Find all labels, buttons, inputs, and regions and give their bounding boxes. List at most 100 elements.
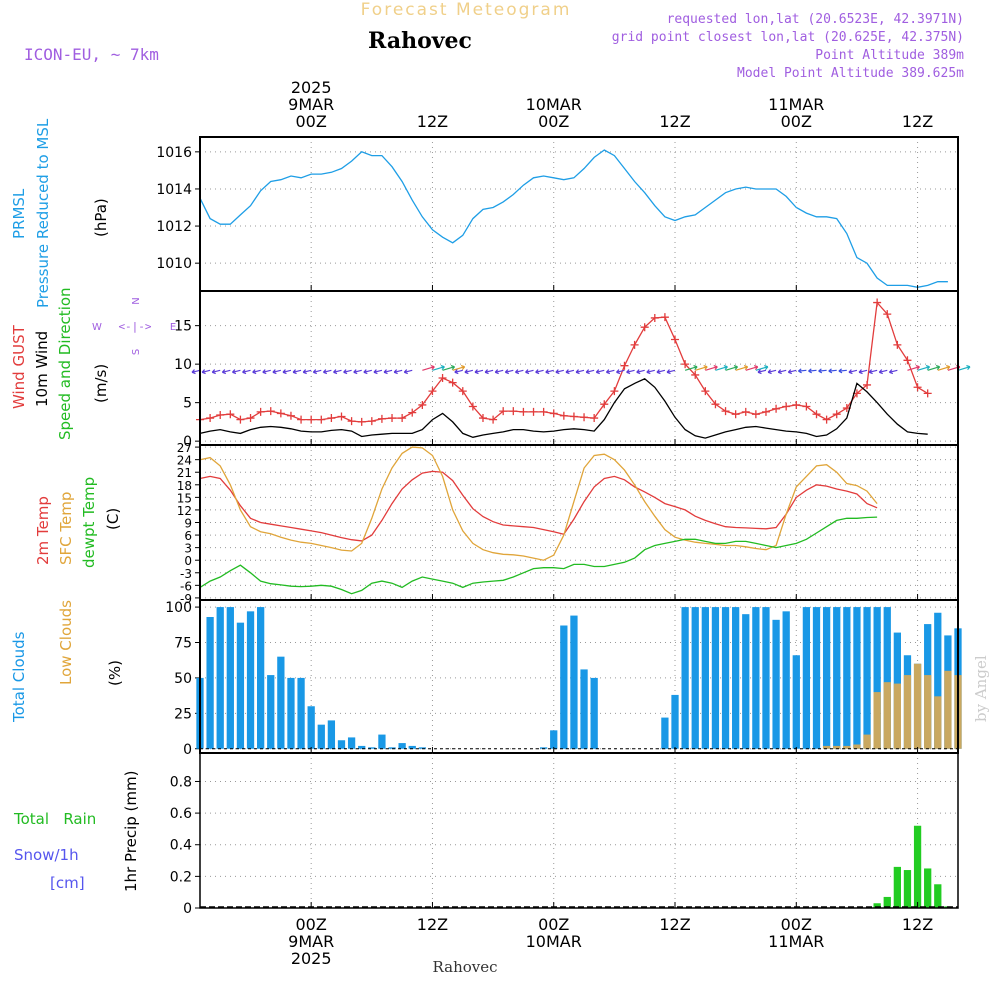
total-clouds-bar <box>257 607 265 749</box>
gust-marker <box>357 417 366 426</box>
temp-panel-labels: 2m Temp SFC Temp dewpt Temp (C) <box>34 477 122 568</box>
wind-direction-arrow <box>745 365 759 371</box>
gust-marker <box>276 409 285 418</box>
footer-location: Rahovec <box>432 958 497 976</box>
wind-direction-arrow <box>684 365 698 371</box>
wind-direction-arrow <box>818 368 827 374</box>
total-clouds-bar <box>661 717 669 749</box>
gust-marker <box>772 404 781 413</box>
temp-2m-label: 2m Temp <box>34 496 52 565</box>
y-tick-label: 9 <box>184 517 192 531</box>
temp-dewpt-label: dewpt Temp <box>80 477 98 568</box>
gust-marker <box>630 340 639 349</box>
total-clouds-bar <box>580 669 588 749</box>
y-tick-label: 0.6 <box>170 806 192 822</box>
total-clouds-bar <box>701 607 709 749</box>
gust-marker <box>741 407 750 416</box>
total-clouds-bar <box>216 607 224 749</box>
panel-frame <box>199 136 959 292</box>
total-clouds-bar <box>752 607 760 749</box>
wind-direction-arrow <box>838 368 847 374</box>
gust-marker <box>428 387 437 396</box>
gust-marker <box>458 387 467 396</box>
panel-frame <box>199 752 959 909</box>
total-clouds-bar <box>378 734 386 749</box>
total-clouds-bar <box>317 724 325 749</box>
top-time-label: 9MAR <box>288 95 334 114</box>
gust-marker <box>246 414 255 423</box>
total-clouds-bar <box>590 677 598 749</box>
bottom-time-label: 11MAR <box>768 932 824 951</box>
pressure-unit: (hPa) <box>92 198 110 237</box>
total-clouds-bar <box>236 622 245 749</box>
y-tick-label: 3 <box>184 542 192 556</box>
y-tick-label: -9 <box>180 592 192 606</box>
gust-marker <box>731 410 740 419</box>
y-tick-label: 15 <box>174 319 192 335</box>
wind-direction-arrow <box>927 365 941 371</box>
location-title: Rahovec <box>368 28 472 54</box>
low-clouds-label: Low Clouds <box>57 600 75 685</box>
wind-direction-arrow <box>545 369 554 375</box>
gust-marker <box>297 415 306 424</box>
y-tick-label: 18 <box>177 479 192 493</box>
wind-direction-arrow <box>373 369 383 375</box>
wind-direction-arrow <box>757 369 767 375</box>
gust-marker <box>347 417 356 426</box>
y-tick-label: 50 <box>174 671 192 687</box>
gust-marker <box>216 410 225 419</box>
gust-marker <box>913 383 922 392</box>
wind-direction-arrow <box>464 369 474 375</box>
bottom-time-label: 12Z <box>417 915 448 934</box>
gust-marker <box>489 415 498 424</box>
wind-direction-arrow <box>858 369 868 375</box>
total-clouds-bar <box>681 607 689 749</box>
total-clouds-bar <box>822 607 831 749</box>
gust-marker <box>681 360 690 369</box>
wind-direction-arrow <box>605 369 615 375</box>
low-clouds-bar <box>822 745 831 749</box>
total-clouds-bar <box>863 607 871 749</box>
gust-marker <box>317 415 326 424</box>
gust-marker <box>286 411 295 420</box>
total-clouds-bar <box>873 607 881 749</box>
y-tick-label: 27 <box>177 441 192 455</box>
total-clouds-bar <box>742 614 750 749</box>
wind-direction-arrow <box>322 369 332 375</box>
precip-unit: 1hr Precip (mm) <box>122 771 140 892</box>
low-clouds-bar <box>883 682 891 749</box>
gust-marker <box>448 378 457 387</box>
gust-marker <box>600 400 609 409</box>
panel-0: 1010 1012 1014 1016 <box>156 136 959 292</box>
gust-marker <box>256 407 265 416</box>
wind-direction-arrow <box>353 369 362 375</box>
wind-speed-dir-label: Speed and Direction <box>56 287 74 440</box>
pressure-label-1: PRMSL <box>10 188 28 239</box>
panel-1: 0 5 10 15 <box>174 290 971 450</box>
wind-direction-arrow <box>695 365 708 371</box>
total-clouds-bar <box>762 607 770 749</box>
wind-direction-arrow <box>636 369 645 375</box>
temp-sfc-label: SFC Temp <box>57 492 75 565</box>
y-tick-label: 0.4 <box>170 838 192 854</box>
total-clouds-bar <box>388 747 396 749</box>
gust-marker <box>812 410 821 419</box>
total-clouds-bar <box>226 607 234 749</box>
top-time-label: 00Z <box>296 112 327 131</box>
bottom-time-label: 10MAR <box>526 932 582 951</box>
wind-direction-arrow <box>808 368 817 374</box>
gust-marker <box>792 400 801 409</box>
bottom-time-label: 9MAR <box>288 932 334 951</box>
low-clouds-bar <box>924 675 932 749</box>
wind-direction-arrow <box>725 365 739 371</box>
y-tick-label: 1016 <box>156 145 192 161</box>
wind-direction-arrow <box>484 369 494 375</box>
low-clouds-bar <box>853 744 861 749</box>
model-altitude: Model Point Altitude 389.625m <box>737 66 964 81</box>
low-clouds-bar <box>903 675 912 749</box>
sfc-temp-line <box>199 446 878 561</box>
panel-4: 0 0.2 0.4 0.6 0.8 <box>170 752 959 917</box>
total-clouds-bar <box>732 607 740 749</box>
wind-direction-arrow <box>715 365 728 371</box>
gust-marker <box>782 402 791 411</box>
